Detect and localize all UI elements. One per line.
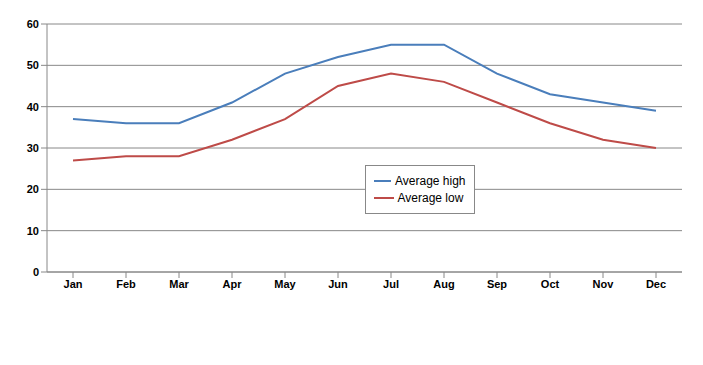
svg-text:30: 30 [27, 142, 39, 154]
svg-text:50: 50 [27, 59, 39, 71]
svg-text:Mar: Mar [169, 278, 189, 290]
svg-text:Jan: Jan [64, 278, 83, 290]
svg-text:Jul: Jul [383, 278, 399, 290]
svg-text:60: 60 [27, 18, 39, 30]
svg-text:Dec: Dec [646, 278, 666, 290]
svg-text:Apr: Apr [223, 278, 243, 290]
svg-text:10: 10 [27, 225, 39, 237]
svg-text:Feb: Feb [116, 278, 136, 290]
svg-text:Oct: Oct [541, 278, 560, 290]
svg-text:May: May [274, 278, 296, 290]
svg-text:Jun: Jun [328, 278, 348, 290]
svg-text:Sep: Sep [487, 278, 507, 290]
svg-text:40: 40 [27, 101, 39, 113]
html-text:Average low: Average low [397, 190, 464, 205]
svg-text:Nov: Nov [593, 278, 615, 290]
svg-text:20: 20 [27, 183, 39, 195]
svg-text:Aug: Aug [433, 278, 454, 290]
html-text:Average high: Average high [395, 173, 466, 188]
svg-text:0: 0 [33, 266, 39, 278]
